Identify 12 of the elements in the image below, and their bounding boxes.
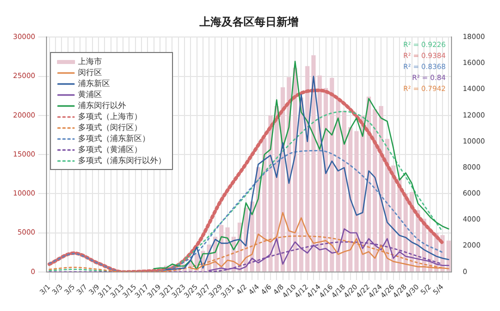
legend-label: 多项式（闵行区） bbox=[78, 122, 142, 133]
legend-label: 闵行区 bbox=[78, 67, 102, 78]
legend-label: 上海市 bbox=[78, 56, 102, 67]
legend-label: 黄浦区 bbox=[78, 89, 102, 100]
legend-label: 多项式（浦东新区） bbox=[78, 133, 150, 144]
legend-label: 浦东新区 bbox=[78, 78, 110, 89]
legend-label: 多项式（黄浦区） bbox=[78, 144, 142, 155]
chart-title: 上海及各区每日新增 bbox=[198, 15, 298, 28]
legend-label: 多项式（上海市） bbox=[78, 111, 142, 122]
legend-label: 浦东闵行以外 bbox=[78, 100, 126, 111]
legend-label: 多项式（浦东闵行以外） bbox=[78, 155, 166, 166]
bar bbox=[446, 240, 451, 272]
